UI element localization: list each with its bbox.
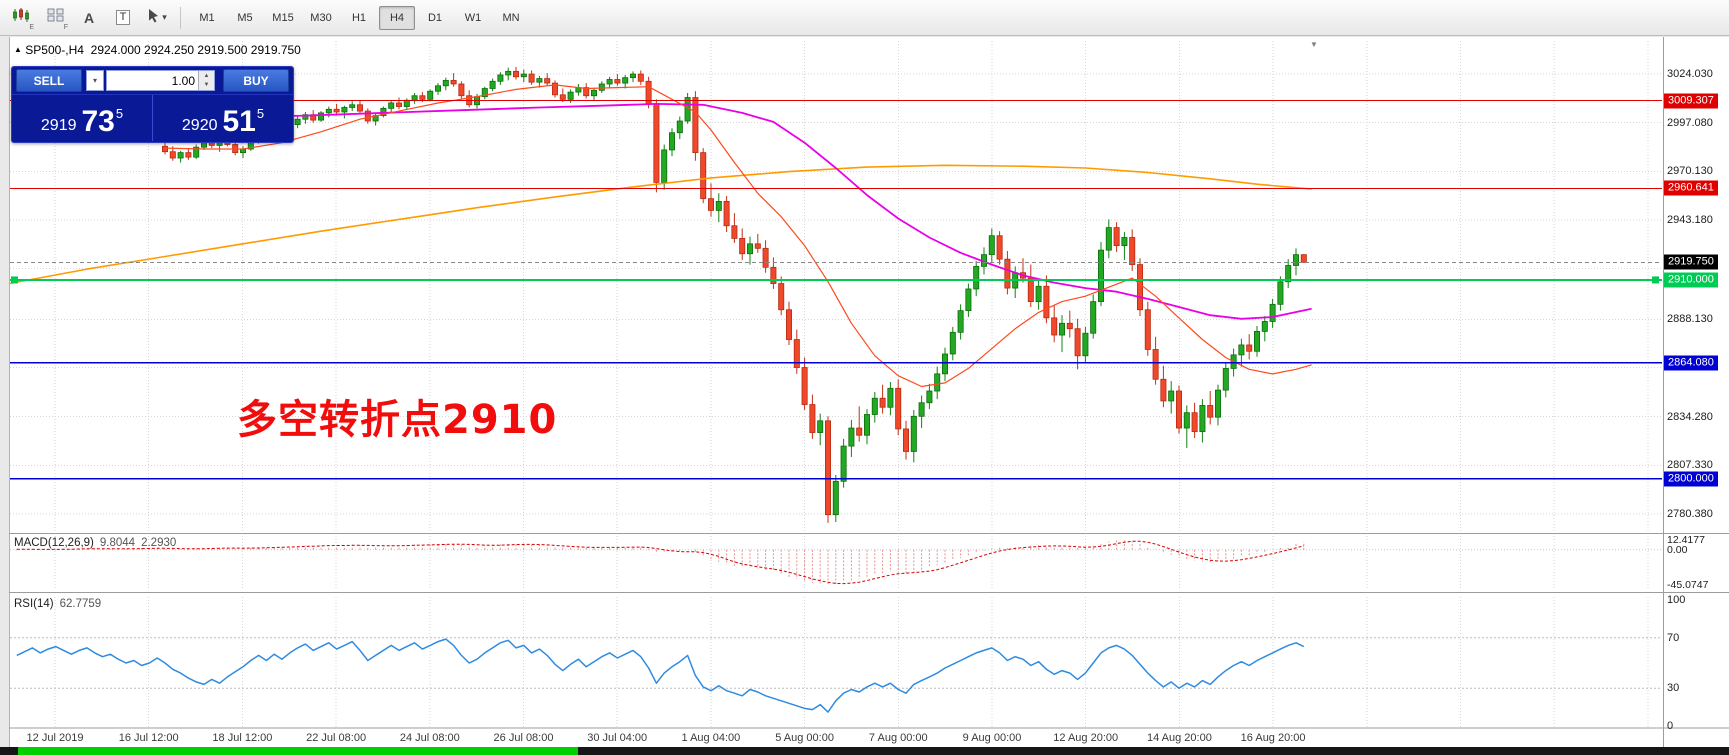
chart-text-annotation[interactable]: 多空转折点2910: [237, 397, 558, 443]
tf-H1[interactable]: H1: [351, 11, 367, 24]
bid-prefix: 2919: [40, 117, 77, 135]
text-label-tool-button[interactable]: T: [108, 5, 138, 31]
rsi-line: [16, 638, 1305, 713]
volume-field[interactable]: 1.00 ▲ ▼: [106, 70, 215, 91]
font-tool-icon: A: [83, 9, 95, 26]
icon-subscript: F: [63, 23, 68, 31]
bid-pip-digit: 5: [115, 106, 124, 121]
tf-M5[interactable]: M5: [237, 11, 253, 24]
status-strip-green-segment: [18, 747, 578, 755]
one-click-trading-panel: SELL ▾ 1.00 ▲ ▼ BUY 2919 73 5 2920 51 5: [11, 66, 294, 143]
chevron-down-icon: ▾: [162, 12, 167, 22]
chevron-down-icon: ▾: [92, 76, 97, 85]
timeframe-switcher: M1 M5 M15 M30 H1 H4 D1 W1 MN: [189, 5, 531, 30]
grid: [10, 41, 1662, 727]
sell-button[interactable]: SELL: [16, 69, 82, 92]
font-tool-button[interactable]: A: [74, 5, 104, 31]
ask-prefix: 2920: [181, 117, 218, 135]
bid-price-display[interactable]: 2919 73 5: [12, 95, 153, 141]
tf-M1[interactable]: M1: [199, 11, 215, 24]
toolbar: E F A T ▾ M1 M5 M15 M30 H1 H4 D1 W1 MN: [0, 0, 1729, 36]
volume-dropdown[interactable]: ▾: [86, 70, 104, 91]
chart-window: [9, 37, 1729, 747]
bottom-status-strip: [0, 747, 1729, 755]
new-chart-button[interactable]: E: [6, 5, 36, 31]
bid-big-digits: 73: [81, 105, 115, 139]
toolbar-separator: [180, 6, 181, 29]
tf-W1[interactable]: W1: [464, 11, 482, 24]
tf-H4[interactable]: H4: [379, 5, 415, 30]
grid-icon: [47, 8, 64, 27]
ma-fast-red: [164, 84, 1312, 388]
ma-slow-orange: [8, 164, 1312, 285]
macd-histogram: [16, 540, 1305, 586]
tf-M15[interactable]: M15: [272, 11, 294, 24]
volume-input[interactable]: 1.00: [171, 74, 195, 88]
text-label-icon: T: [115, 10, 131, 25]
candles[interactable]: [161, 66, 1307, 523]
volume-stepper: ▲ ▼: [198, 71, 214, 90]
stepper-down-button[interactable]: ▼: [203, 82, 210, 89]
icon-subscript: E: [29, 23, 34, 31]
cursor-tool-button[interactable]: ▾: [142, 5, 172, 31]
cursor-icon: [147, 8, 160, 28]
ask-price-display[interactable]: 2920 51 5: [153, 95, 293, 141]
tile-windows-button[interactable]: F: [40, 5, 70, 31]
ask-big-digits: 51: [222, 105, 256, 139]
candlestick-chart-icon: [12, 7, 30, 28]
ask-pip-digit: 5: [256, 106, 265, 121]
tf-MN[interactable]: MN: [502, 11, 520, 24]
tf-M30[interactable]: M30: [310, 11, 332, 24]
macd-signal-line: [16, 540, 1304, 585]
tf-D1[interactable]: D1: [427, 11, 443, 24]
stepper-up-button[interactable]: ▲: [203, 72, 210, 79]
buy-button[interactable]: BUY: [223, 69, 289, 92]
